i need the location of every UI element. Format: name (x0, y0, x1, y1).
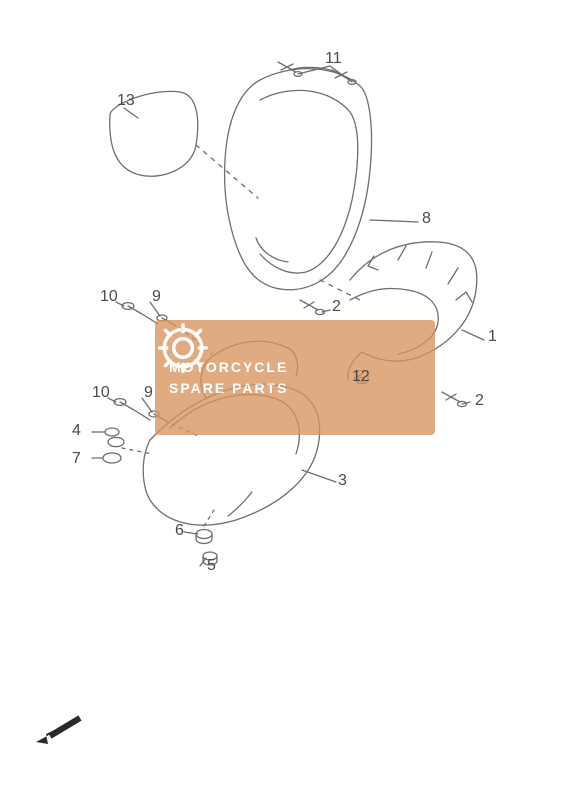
callout-9a: 9 (152, 288, 161, 306)
callout-1: 1 (488, 328, 497, 346)
callout-2a: 2 (475, 392, 484, 410)
watermark-line2: SPARE PARTS (169, 378, 289, 399)
callout-13: 13 (117, 92, 135, 110)
callout-2b: 2 (332, 298, 341, 316)
callout-7: 7 (72, 450, 81, 468)
callout-6: 6 (175, 522, 184, 540)
callout-9b: 9 (144, 384, 153, 402)
callout-12: 12 (352, 368, 370, 386)
direction-arrow (36, 718, 80, 744)
callout-5: 5 (207, 557, 216, 575)
callout-11: 11 (325, 50, 342, 68)
gear-icon (155, 320, 211, 376)
watermark: MOTORCYCLE SPARE PARTS (155, 320, 435, 435)
callout-8: 8 (422, 210, 431, 228)
callout-10a: 10 (100, 288, 118, 306)
callout-4: 4 (72, 422, 81, 440)
callout-10b: 10 (92, 384, 110, 402)
callout-3: 3 (338, 472, 347, 490)
